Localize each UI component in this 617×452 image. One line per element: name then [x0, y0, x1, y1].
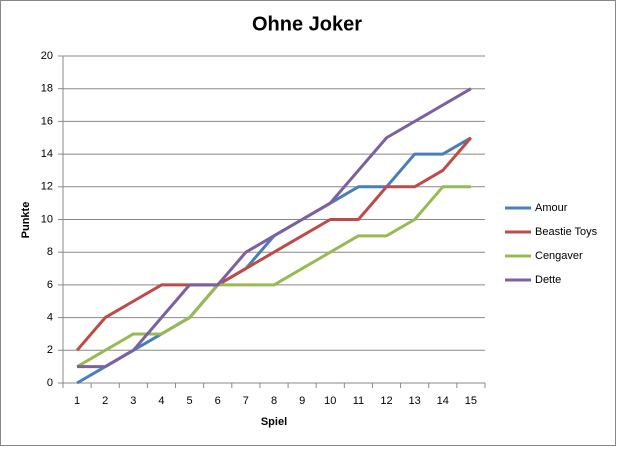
x-tick-label: 5 — [187, 395, 193, 407]
x-tick-label: 1 — [74, 395, 80, 407]
y-tick-label: 18 — [41, 83, 53, 95]
y-tick-label: 16 — [41, 115, 53, 127]
x-tick-label: 9 — [299, 395, 305, 407]
x-tick-label: 3 — [130, 395, 136, 407]
x-tick-label: 2 — [102, 395, 108, 407]
x-tick-label: 10 — [324, 395, 336, 407]
y-tick-label: 0 — [47, 377, 53, 389]
y-tick-label: 8 — [47, 246, 53, 258]
series-line — [77, 87, 472, 369]
y-tick-label: 20 — [41, 50, 53, 62]
x-tick-label: 15 — [465, 395, 477, 407]
y-tick-label: 6 — [47, 279, 53, 291]
legend-label: Cengaver — [535, 250, 583, 262]
x-tick-label: 12 — [380, 395, 392, 407]
x-axis-title: Spiel — [261, 416, 287, 428]
x-tick-label: 4 — [158, 395, 164, 407]
chart-title: Ohne Joker — [252, 13, 362, 35]
x-tick-label: 14 — [437, 395, 449, 407]
legend-label: Dette — [535, 274, 561, 286]
y-tick-label: 2 — [47, 344, 53, 356]
legend-label: Beastie Toys — [535, 226, 598, 238]
x-tick-label: 13 — [409, 395, 421, 407]
series-line — [75, 136, 473, 352]
y-tick-label: 14 — [41, 148, 53, 160]
x-tick-label: 6 — [215, 395, 221, 407]
y-tick-label: 4 — [47, 312, 53, 324]
x-tick-label: 8 — [271, 395, 277, 407]
y-tick-label: 10 — [41, 213, 53, 225]
x-tick-label: 7 — [243, 395, 249, 407]
series-line — [76, 185, 471, 368]
y-tick-label: 12 — [41, 181, 53, 193]
legend-label: Amour — [535, 202, 568, 214]
y-axis-title: Punkte — [20, 202, 32, 239]
x-tick-label: 11 — [353, 395, 364, 407]
